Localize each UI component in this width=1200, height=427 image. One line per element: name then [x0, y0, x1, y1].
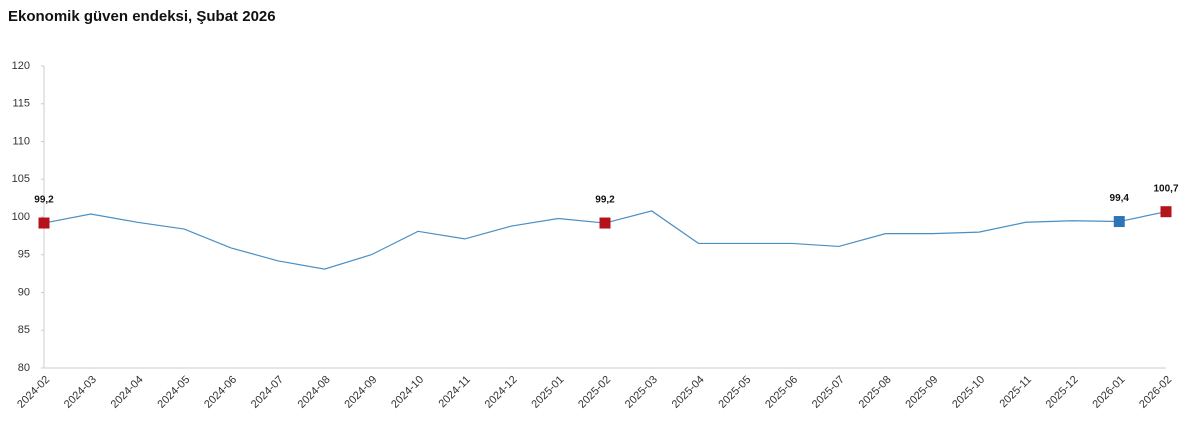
point-marker: [1113, 216, 1125, 228]
value-label: 99,2: [595, 195, 615, 206]
y-tick-label: 115: [12, 98, 30, 110]
point-marker: [38, 217, 50, 229]
x-tick-label: 2026-02: [1137, 374, 1174, 411]
y-tick-label: 85: [18, 324, 30, 336]
x-tick-label: 2024-07: [249, 374, 286, 411]
x-tick-label: 2025-11: [997, 374, 1033, 410]
x-tick-label: 2025-03: [623, 374, 660, 411]
y-tick-label: 120: [12, 60, 30, 72]
x-tick-label: 2025-08: [857, 374, 894, 411]
x-tick-label: 2025-07: [810, 374, 847, 411]
x-tick-label: 2024-05: [155, 374, 192, 411]
y-tick-label: 110: [12, 135, 30, 147]
x-tick-label: 2025-01: [529, 374, 566, 411]
x-tick-label: 2024-02: [15, 374, 52, 411]
value-label: 99,4: [1110, 193, 1130, 204]
y-tick-label: 100: [12, 211, 30, 223]
value-label: 99,2: [34, 195, 54, 206]
x-tick-label: 2024-09: [342, 374, 379, 411]
y-tick-label: 95: [18, 249, 30, 261]
x-tick-label: 2024-06: [202, 374, 239, 411]
x-tick-label: 2025-04: [670, 374, 707, 411]
point-marker: [599, 217, 611, 229]
x-tick-label: 2025-12: [1044, 374, 1081, 411]
x-tick-label: 2024-04: [109, 374, 146, 411]
y-tick-label: 105: [12, 173, 30, 185]
x-tick-label: 2025-02: [576, 374, 613, 411]
x-tick-label: 2024-03: [62, 374, 99, 411]
value-label: 100,7: [1153, 183, 1178, 194]
x-tick-label: 2025-10: [950, 374, 987, 411]
x-tick-label: 2025-06: [763, 374, 800, 411]
x-tick-label: 2026-01: [1090, 374, 1127, 411]
y-tick-label: 90: [18, 286, 30, 298]
x-tick-label: 2025-05: [716, 374, 753, 411]
x-tick-label: 2024-08: [296, 374, 333, 411]
x-tick-label: 2024-11: [436, 374, 472, 410]
point-marker: [1160, 206, 1172, 218]
chart-title: Ekonomik güven endeksi, Şubat 2026: [8, 8, 276, 25]
x-tick-label: 2024-10: [389, 374, 426, 411]
x-tick-label: 2025-09: [903, 374, 940, 411]
x-tick-label: 2024-12: [483, 374, 520, 411]
y-tick-label: 80: [18, 362, 30, 374]
